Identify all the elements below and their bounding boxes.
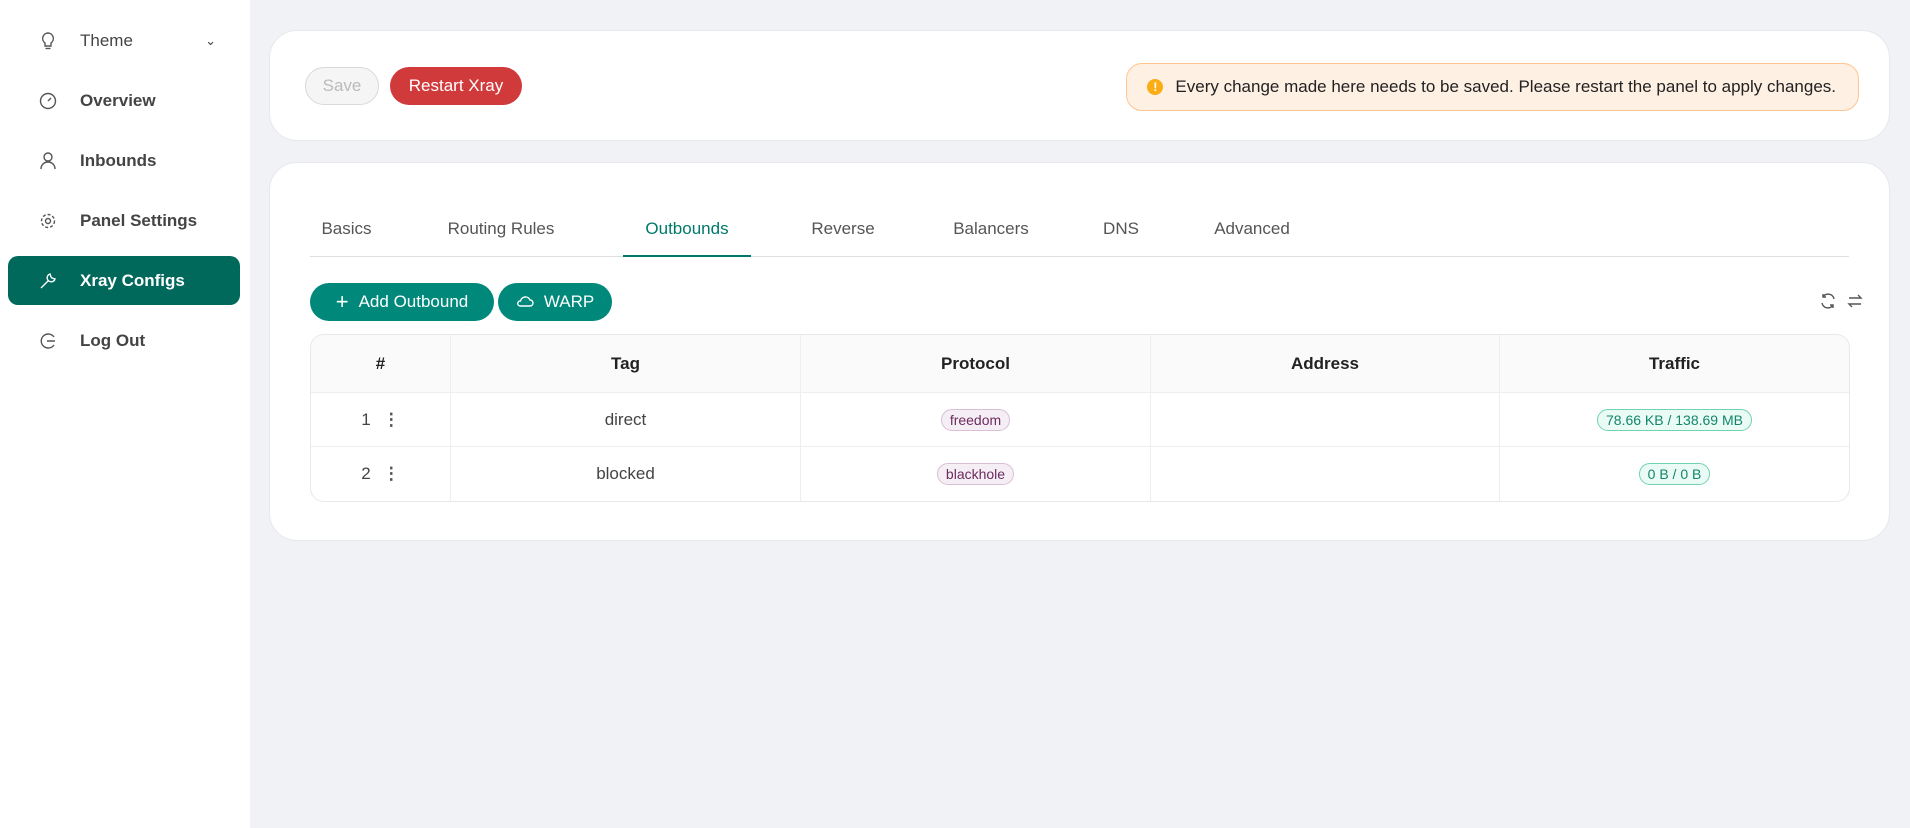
- traffic-badge: 0 B / 0 B: [1638, 463, 1711, 485]
- wrench-icon: [38, 271, 58, 291]
- save-button[interactable]: Save: [305, 67, 379, 105]
- row-index: 2: [361, 464, 371, 483]
- toolbar-card: Save Restart Xray ! Every change made he…: [269, 30, 1890, 141]
- sidebar-item-theme[interactable]: Theme ⌄: [8, 16, 240, 65]
- restart-xray-button[interactable]: Restart Xray: [390, 67, 522, 105]
- row-index: 1: [361, 409, 371, 429]
- row-tag: blocked: [451, 447, 801, 501]
- more-vertical-icon[interactable]: ⋮: [382, 464, 400, 483]
- bulb-icon: [38, 31, 58, 51]
- tab-outbounds[interactable]: Outbounds: [623, 219, 751, 257]
- refresh-icon[interactable]: [1819, 292, 1837, 315]
- sidebar-item-label: Log Out: [80, 330, 146, 350]
- table-row: 1 ⋮ direct freedom 78.66 KB / 138.69 MB: [311, 393, 1849, 447]
- traffic-badge: 78.66 KB / 138.69 MB: [1597, 408, 1752, 431]
- column-header-protocol: Protocol: [801, 335, 1151, 393]
- sidebar-item-log-out[interactable]: Log Out: [8, 316, 240, 365]
- table-row: 2 ⋮ blocked blackhole 0 B / 0 B: [311, 447, 1849, 501]
- outbounds-table: # Tag Protocol Address Traffic 1 ⋮ direct…: [310, 334, 1850, 502]
- dashboard-icon: [38, 91, 58, 111]
- logout-icon: [38, 331, 58, 351]
- swap-icon[interactable]: [1847, 292, 1863, 315]
- more-vertical-icon[interactable]: ⋮: [382, 409, 400, 429]
- row-tag: direct: [451, 393, 801, 447]
- column-header-tag: Tag: [451, 335, 801, 393]
- sidebar-item-label: Theme: [80, 30, 133, 50]
- chevron-down-icon[interactable]: ⌄: [205, 32, 216, 48]
- tab-balancers[interactable]: Balancers: [953, 219, 1029, 238]
- tab-basics[interactable]: Basics: [321, 219, 372, 238]
- sidebar-item-panel-settings[interactable]: Panel Settings: [8, 196, 240, 245]
- row-address: [1151, 393, 1500, 447]
- sidebar-item-overview[interactable]: Overview: [8, 76, 240, 125]
- tab-advanced[interactable]: Advanced: [1214, 219, 1290, 238]
- user-icon: [38, 151, 58, 171]
- tab-bar: Basics Routing Rules Outbounds Reverse B…: [310, 219, 1849, 257]
- column-header-index: #: [311, 335, 451, 393]
- alert-text: Every change made here needs to be saved…: [1175, 77, 1836, 96]
- tab-routing-rules[interactable]: Routing Rules: [447, 219, 555, 238]
- column-header-address: Address: [1151, 335, 1500, 393]
- add-outbound-button[interactable]: + Add Outbound: [310, 283, 494, 321]
- sidebar: Theme ⌄ Overview Inbounds Panel Settings…: [0, 0, 250, 828]
- sidebar-item-xray-configs[interactable]: Xray Configs: [8, 256, 240, 305]
- outbounds-card: Basics Routing Rules Outbounds Reverse B…: [269, 162, 1890, 541]
- protocol-badge: freedom: [940, 408, 1011, 431]
- warning-alert: ! Every change made here needs to be sav…: [1126, 63, 1859, 111]
- protocol-badge: blackhole: [936, 463, 1015, 485]
- warp-label: WARP: [543, 292, 595, 311]
- sidebar-item-inbounds[interactable]: Inbounds: [8, 136, 240, 185]
- warning-icon: !: [1147, 79, 1164, 95]
- tab-reverse[interactable]: Reverse: [811, 219, 875, 238]
- sidebar-item-label: Panel Settings: [80, 210, 198, 230]
- sidebar-item-label: Inbounds: [80, 150, 157, 170]
- sidebar-item-label: Overview: [80, 90, 156, 110]
- add-outbound-label: Add Outbound: [358, 292, 469, 311]
- tab-dns[interactable]: DNS: [1103, 219, 1139, 238]
- cloud-icon: [516, 292, 534, 312]
- warp-button[interactable]: WARP: [498, 283, 612, 321]
- gear-icon: [38, 211, 58, 231]
- row-address: [1151, 447, 1500, 501]
- sidebar-item-label: Xray Configs: [80, 270, 185, 290]
- column-header-traffic: Traffic: [1500, 335, 1849, 393]
- plus-icon: +: [335, 289, 349, 314]
